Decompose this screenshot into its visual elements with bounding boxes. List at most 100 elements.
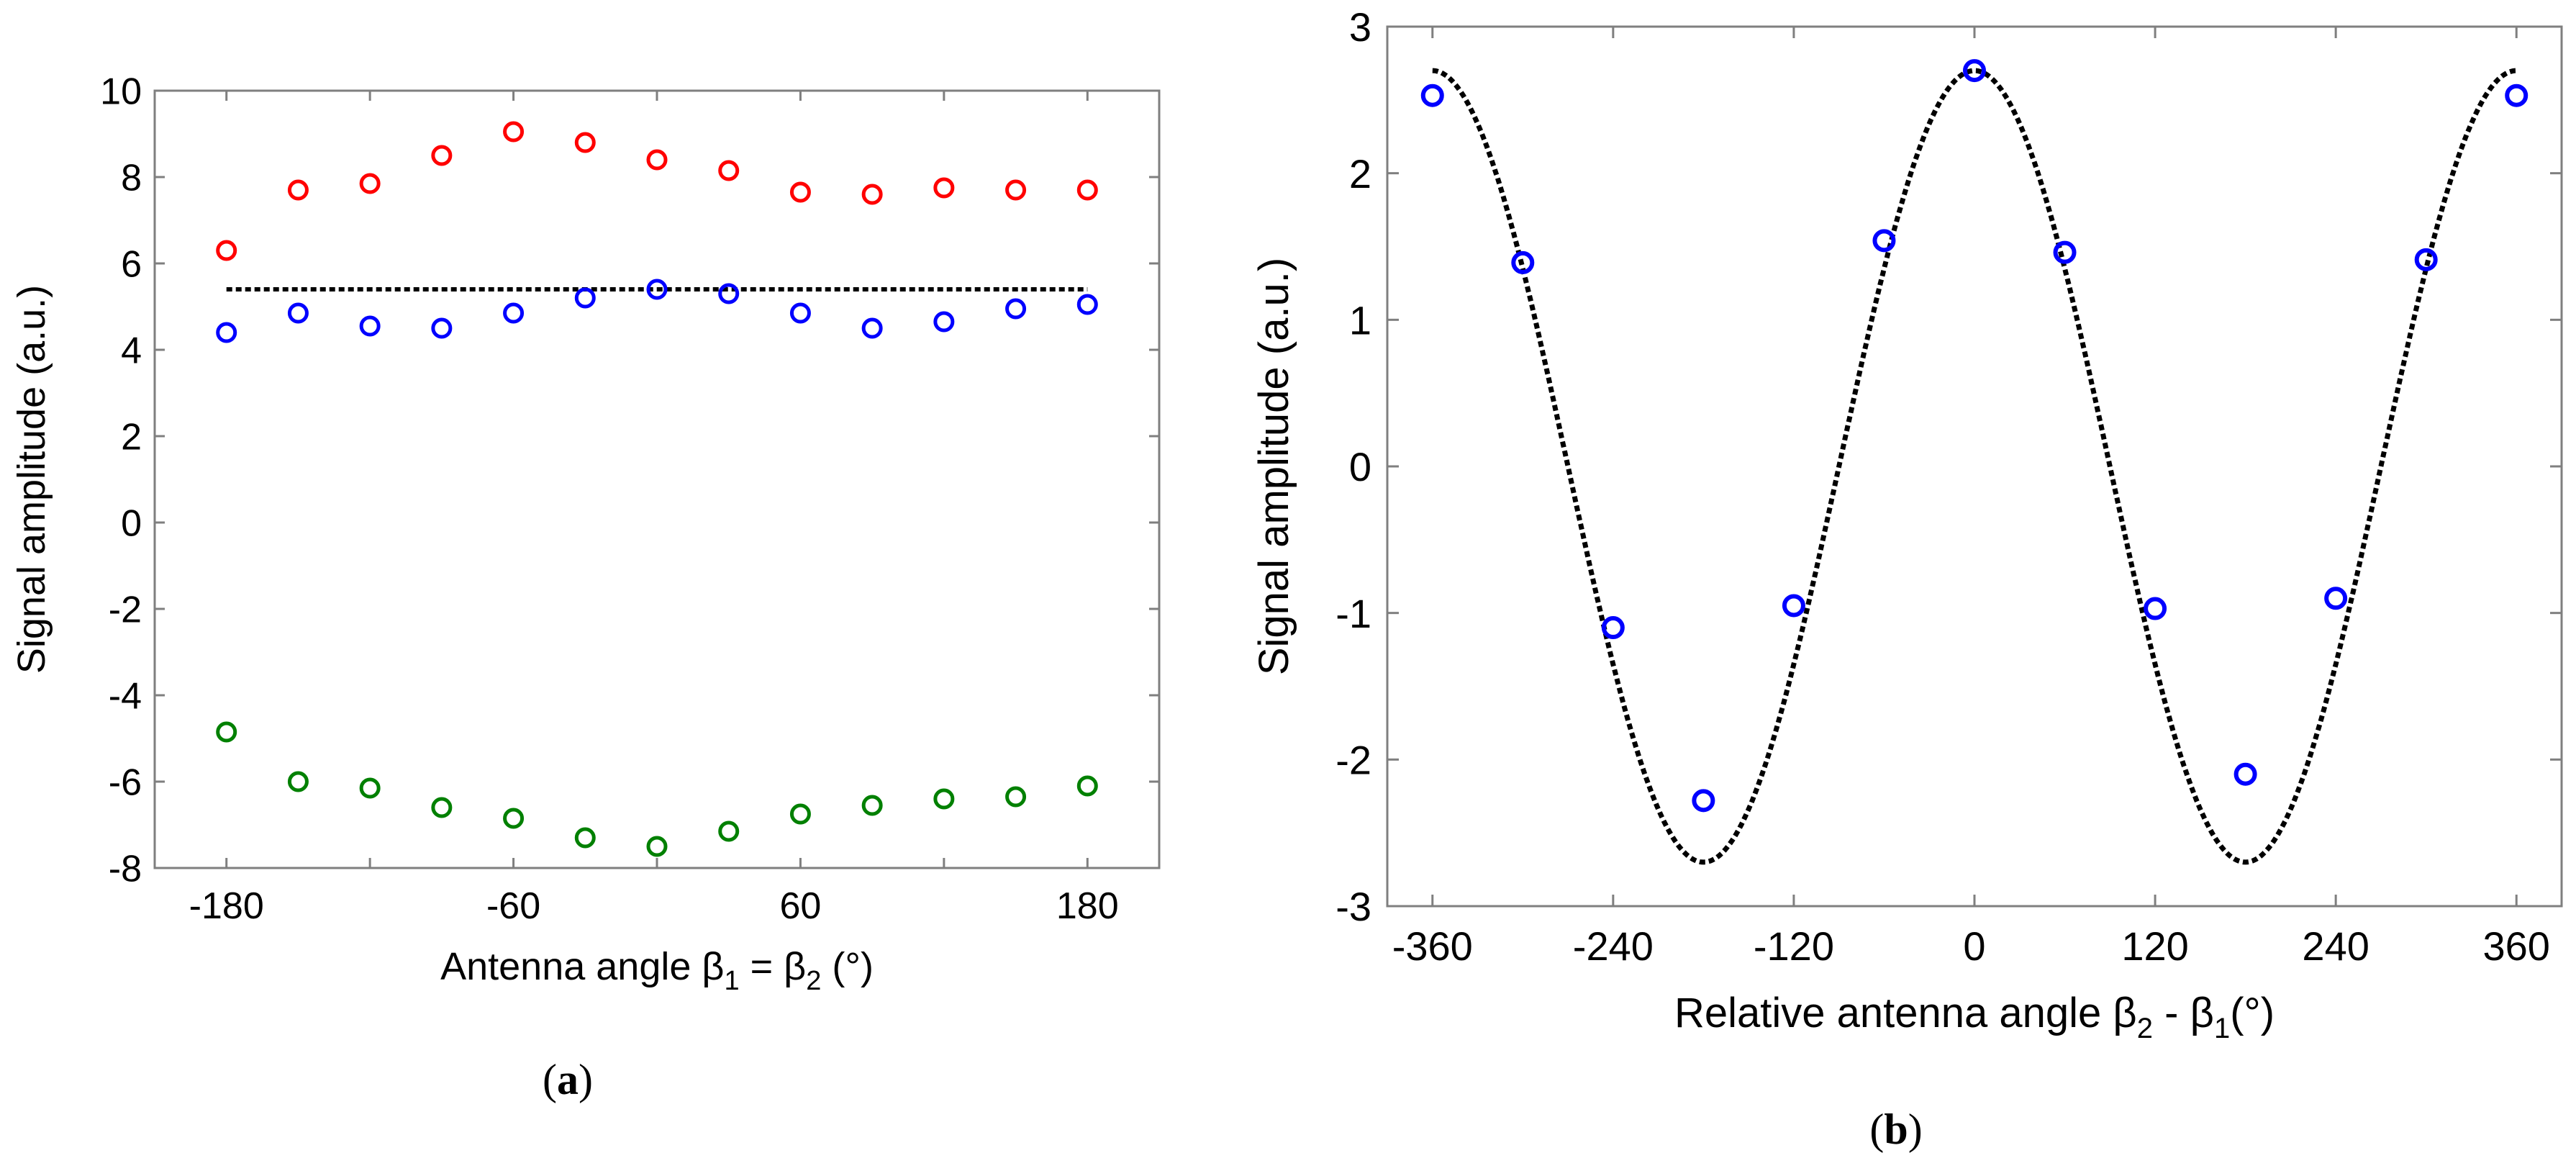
data-point-blue [1511,250,1535,274]
data-point-green [861,795,883,816]
data-point-green [789,803,811,825]
x-tick-label: -60 [486,885,540,927]
data-point-green [431,797,453,818]
panel-label-a-letter: a [557,1056,579,1103]
data-point-red [789,181,811,203]
x-axis-label-sub-b2: 1 [2214,1013,2230,1044]
y-tick-label: 6 [121,244,142,286]
plot-area-frame-b [1386,25,2563,908]
fit-curve-b [1432,68,2517,865]
y-tick-label: -2 [1335,737,1371,782]
data-point-red [574,132,596,153]
x-axis-label-a: Antenna angle β1 = β2 (°) [440,945,874,996]
data-point-blue [216,322,237,343]
y-tick-label: -1 [1335,591,1371,636]
data-point-green [359,777,381,799]
x-tick-label: 360 [2483,923,2550,969]
chart-panel-a: -180 -60 60 180 -8 -6 -4 -2 0 2 4 6 8 10 Signal ampl… [10,71,1161,1103]
data-point-red [1005,179,1027,201]
y-tick-label: 1 [1349,297,1371,343]
data-point-blue [574,287,596,309]
data-point-green [503,808,525,829]
y-tick-label: 4 [121,330,142,372]
data-point-blue [2233,762,2257,786]
data-points-b [1420,59,2529,813]
data-point-green [933,788,955,810]
x-axis-label-b: Relative antenna angle β2 - β1(°) [1674,990,2275,1044]
data-point-blue [646,279,668,300]
data-point-red [646,149,668,171]
data-point-blue [2505,83,2529,107]
data-point-red [1076,179,1098,201]
data-point-blue [287,302,309,324]
x-tick-labels-b: -360 -240 -120 0 120 240 360 [1392,923,2550,969]
x-tick-label: 60 [780,885,822,927]
x-axis-label-sub-b1: 2 [2137,1013,2153,1044]
data-point-green [646,836,668,857]
y-tick-label: 3 [1349,4,1371,50]
y-axis-label-a: Signal amplitude (a.u.) [10,285,53,674]
data-points-a [216,121,1098,857]
tick-marks-a [155,89,1159,869]
x-axis-label-beta-b1: β [2113,990,2136,1036]
data-point-red [718,160,740,181]
x-axis-label-sub-a2: 2 [806,966,821,996]
data-point-blue [431,317,453,339]
x-tick-label: -180 [189,885,264,927]
plot-area-frame-a [153,89,1161,869]
y-tick-label: 0 [1349,444,1371,489]
tick-marks-b [1387,25,2562,908]
x-axis-label-beta-a1: β [702,945,724,988]
data-point-blue [1601,616,1625,640]
data-point-green [1005,786,1027,808]
x-tick-label: 120 [2121,923,2188,969]
x-axis-label-text-b2: - [2153,990,2190,1036]
y-tick-label: 0 [121,503,142,545]
data-point-blue [1872,229,1896,253]
data-point-blue [933,311,955,333]
data-point-green [574,827,596,849]
x-tick-label: 180 [1056,885,1119,927]
x-axis-label-text-a2: = [740,945,784,988]
data-point-red [216,240,237,261]
x-axis-label-beta-a2: β [784,945,806,988]
x-tick-label: 240 [2302,923,2369,969]
y-tick-label: -3 [1335,884,1371,929]
data-point-green [287,771,309,792]
y-axis-label-b: Signal amplitude (a.u.) [1251,258,1297,675]
data-point-blue [861,317,883,339]
data-point-blue [2144,597,2167,620]
data-point-green [216,721,237,743]
data-point-blue [359,315,381,337]
x-axis-label-text-a3: (°) [821,945,874,988]
x-axis-label-beta-b2: β [2190,990,2214,1036]
panel-label-b-open: ( [1869,1106,1884,1153]
x-tick-labels-a: -180 -60 60 180 [189,885,1119,927]
data-point-blue [718,283,740,304]
data-point-blue [1076,294,1098,315]
y-tick-label: 2 [1349,151,1371,196]
panel-label-a-open: ( [543,1056,557,1103]
data-point-red [861,184,883,205]
data-point-blue [1692,789,1715,813]
data-point-blue [1005,298,1027,320]
data-point-blue [503,302,525,324]
data-point-red [503,121,525,143]
y-tick-label: -4 [109,676,142,718]
data-point-blue [2053,240,2077,264]
panel-label-b-letter: b [1884,1106,1908,1153]
y-tick-label: 10 [100,71,142,113]
data-point-blue [2324,587,2348,610]
data-point-green [718,820,740,842]
data-point-green [1076,775,1098,797]
data-point-red [287,179,309,201]
data-point-red [431,145,453,166]
y-tick-label: -2 [109,589,142,631]
y-tick-label: 2 [121,417,142,458]
data-point-blue [2414,248,2438,271]
panel-label-a: (a) [543,1056,593,1103]
x-tick-label: 0 [1963,923,1985,969]
panel-label-b-close: ) [1908,1106,1923,1153]
data-point-blue [1782,594,1805,618]
x-axis-label-text-b3: (°) [2230,990,2275,1036]
